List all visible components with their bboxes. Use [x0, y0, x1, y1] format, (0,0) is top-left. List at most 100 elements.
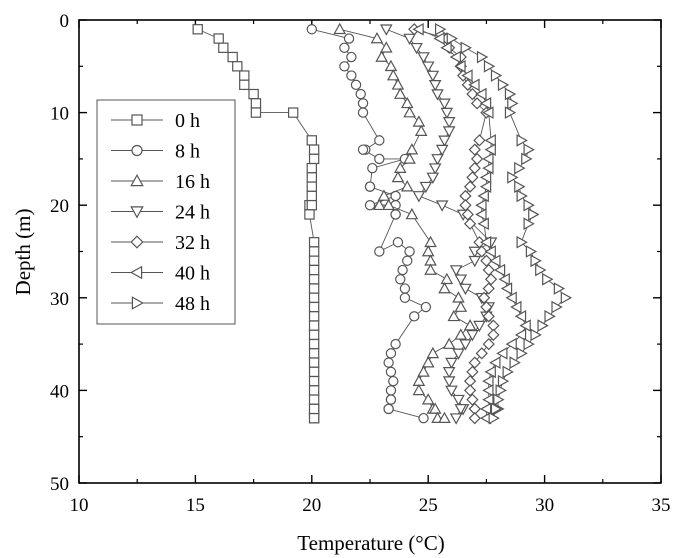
data-point	[339, 42, 350, 53]
data-point	[505, 291, 517, 305]
data-point	[306, 190, 318, 202]
data-point	[461, 69, 473, 82]
data-point	[405, 143, 419, 155]
data-point	[461, 208, 474, 221]
data-point	[367, 162, 378, 174]
data-point	[308, 394, 320, 405]
data-point	[523, 337, 535, 351]
legend-label: 8 h	[175, 141, 200, 163]
data-point	[426, 346, 440, 359]
data-point	[482, 282, 495, 295]
data-point	[442, 337, 456, 349]
data-point	[308, 274, 320, 285]
data-point	[287, 107, 299, 118]
y-tick-label: 0	[60, 11, 70, 32]
data-point	[484, 245, 496, 258]
data-point	[504, 87, 517, 101]
plot-series	[192, 22, 573, 425]
data-point	[482, 337, 495, 351]
data-point	[516, 189, 528, 203]
series-8h	[306, 24, 432, 424]
data-point	[475, 245, 488, 258]
data-point	[468, 162, 481, 175]
axes: 10 15 20 25 30 35 0 10 20 30 40 50	[50, 11, 671, 516]
data-point	[248, 88, 259, 100]
data-point	[482, 263, 495, 277]
legend-marker	[130, 174, 144, 187]
data-point	[414, 124, 428, 136]
data-point	[493, 393, 505, 406]
data-point	[308, 329, 320, 341]
legend-marker	[130, 206, 144, 219]
data-point	[410, 42, 423, 55]
data-point	[213, 33, 224, 44]
data-point	[514, 310, 527, 323]
data-point	[385, 394, 397, 405]
data-point	[488, 411, 500, 425]
legend-marker	[131, 144, 143, 157]
data-point	[419, 181, 433, 194]
data-point	[392, 237, 404, 248]
data-point	[530, 328, 542, 342]
data-point	[420, 301, 432, 313]
y-tick-label: 40	[50, 381, 69, 402]
data-point	[412, 191, 426, 203]
data-point	[507, 97, 519, 110]
data-point	[357, 144, 369, 155]
data-point	[454, 274, 468, 286]
x-tick-label: 10	[70, 495, 89, 516]
data-point	[306, 24, 317, 35]
legend-marker	[131, 296, 144, 310]
data-point	[466, 393, 479, 406]
data-point	[496, 347, 508, 360]
data-point	[468, 356, 481, 369]
data-point	[530, 254, 542, 268]
data-point	[463, 319, 477, 331]
data-point	[250, 107, 262, 118]
data-point	[523, 217, 535, 231]
data-point	[482, 106, 494, 119]
data-point	[484, 273, 498, 286]
data-point	[391, 170, 405, 183]
series-line	[414, 28, 494, 419]
data-point	[475, 347, 488, 360]
data-point	[489, 254, 501, 268]
data-point	[308, 385, 320, 396]
data-point	[463, 217, 477, 230]
legend-box	[96, 99, 236, 325]
data-point	[480, 300, 493, 314]
data-point	[482, 374, 494, 388]
data-point	[440, 272, 454, 285]
legend-marker	[131, 114, 143, 126]
data-point	[442, 367, 456, 379]
data-point	[537, 319, 549, 332]
data-point	[308, 144, 320, 155]
legend-label: 40 h	[175, 263, 210, 285]
data-point	[308, 348, 320, 359]
data-point	[333, 22, 347, 35]
legend-label: 0 h	[175, 110, 200, 132]
data-point	[250, 98, 262, 109]
data-point	[364, 181, 376, 192]
data-point	[373, 198, 386, 211]
data-point	[452, 394, 465, 407]
data-point	[227, 51, 238, 63]
x-tick-label: 20	[302, 495, 321, 516]
data-point	[428, 402, 442, 414]
data-point	[431, 154, 444, 166]
data-point	[479, 171, 492, 184]
data-point	[386, 69, 400, 81]
data-point	[470, 97, 484, 110]
data-point	[346, 70, 357, 81]
data-point	[454, 404, 468, 416]
data-point	[466, 87, 479, 101]
data-point	[308, 320, 320, 331]
data-point	[468, 143, 481, 156]
data-point	[370, 31, 384, 44]
data-point	[412, 22, 424, 36]
series-line	[311, 28, 427, 419]
data-point	[535, 263, 547, 277]
data-point	[308, 311, 320, 322]
data-point	[452, 348, 465, 360]
data-point	[497, 374, 510, 388]
